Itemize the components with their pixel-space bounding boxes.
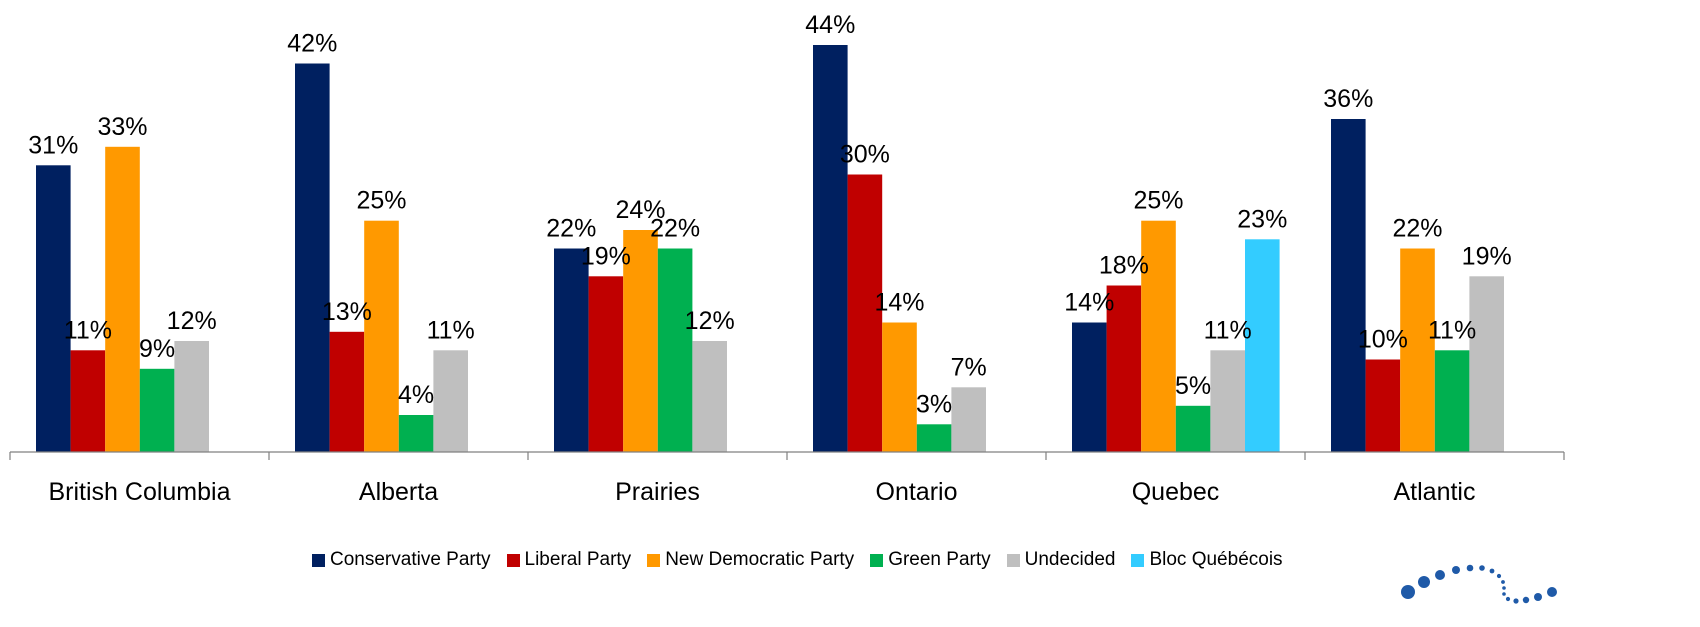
- bar-conservative-party-alberta: [295, 63, 330, 452]
- data-label: 11%: [1428, 316, 1476, 344]
- bar-new-democratic-party-atlantic: [1400, 248, 1435, 452]
- bar-liberal-party-british-columbia: [70, 350, 106, 453]
- data-label: 22%: [546, 215, 596, 243]
- bar-conservative-party-ontario: [813, 45, 848, 452]
- legend-item: Liberal Party: [506, 549, 632, 571]
- data-label: 18%: [1099, 252, 1149, 280]
- data-label: 11%: [1204, 316, 1252, 344]
- dotted-swoosh-logo-icon: [1401, 564, 1557, 604]
- legend-label: New Democratic Party: [665, 549, 855, 570]
- bar-liberal-party-alberta: [329, 331, 365, 452]
- bar-new-democratic-party-quebec: [1141, 220, 1176, 452]
- legend-item: Conservative Party: [312, 549, 491, 571]
- bar-liberal-party-atlantic: [1365, 359, 1401, 452]
- data-label: 4%: [398, 381, 434, 409]
- data-label: 14%: [1064, 289, 1114, 317]
- category-label: Quebec: [1132, 478, 1220, 506]
- data-label: 3%: [916, 390, 952, 418]
- data-label: 9%: [139, 335, 175, 363]
- data-label: 19%: [581, 242, 631, 270]
- data-label: 33%: [97, 113, 147, 141]
- bar-chart: 31%11%33%9%12%42%13%25%4%11%22%19%24%22%…: [9, 11, 1565, 506]
- data-label: 22%: [1392, 215, 1442, 243]
- bar-conservative-party-british-columbia: [36, 165, 71, 453]
- bar-new-democratic-party-ontario: [882, 322, 917, 452]
- data-label: 24%: [615, 196, 665, 224]
- legend-label: Undecided: [1024, 549, 1116, 570]
- legend-item: Undecided: [1006, 549, 1116, 571]
- bar-conservative-party-prairies: [554, 248, 589, 452]
- bar-undecided-ontario: [951, 387, 986, 453]
- legend-swatch: [506, 553, 520, 567]
- legend-label: Green Party: [888, 549, 991, 570]
- data-label: 36%: [1323, 85, 1373, 113]
- bar-undecided-british-columbia: [174, 341, 209, 452]
- bar-liberal-party-quebec: [1106, 285, 1142, 452]
- data-label: 31%: [28, 131, 78, 159]
- bar-green-party-atlantic: [1434, 350, 1470, 453]
- data-label: 25%: [356, 187, 406, 215]
- bar-green-party-ontario: [916, 424, 952, 453]
- data-label: 7%: [951, 353, 987, 381]
- data-label: 12%: [167, 307, 217, 335]
- data-label: 13%: [322, 298, 372, 326]
- data-label: 19%: [1462, 242, 1512, 270]
- bar-green-party-alberta: [398, 415, 434, 452]
- legend-label: Liberal Party: [524, 549, 632, 570]
- legend-swatch: [870, 553, 884, 567]
- bar-green-party-british-columbia: [139, 368, 175, 453]
- legend-item: Bloc Québécois: [1131, 549, 1283, 571]
- category-label: Atlantic: [1394, 478, 1476, 506]
- bar-undecided-quebec: [1210, 350, 1245, 453]
- bar-undecided-atlantic: [1469, 276, 1504, 453]
- data-label: 11%: [64, 316, 112, 344]
- bar-green-party-quebec: [1175, 405, 1211, 453]
- data-label: 11%: [427, 316, 475, 344]
- legend-swatch: [312, 553, 325, 567]
- bar-bloc-qu-b-cois-quebec: [1245, 239, 1280, 453]
- bar-undecided-alberta: [433, 350, 468, 453]
- category-labels-layer: British Columbia Alberta Prairies Ontario Qu…: [48, 478, 1475, 506]
- data-label: 5%: [1175, 372, 1211, 400]
- value-labels-layer: 31%11%33%9%12%42%13%25%4%11%22%19%24%22%…: [28, 11, 1511, 418]
- data-label: 25%: [1133, 187, 1183, 215]
- data-label: 44%: [805, 11, 855, 39]
- category-label: British Columbia: [48, 478, 230, 506]
- x-axis: [9, 451, 1565, 460]
- legend-item: New Democratic Party: [647, 549, 854, 571]
- data-label: 10%: [1358, 326, 1408, 354]
- bar-liberal-party-prairies: [588, 276, 624, 453]
- legend: Conservative Party Liberal Party New Democ…: [312, 549, 1283, 571]
- category-label: Ontario: [876, 478, 958, 506]
- bar-conservative-party-atlantic: [1331, 119, 1366, 452]
- legend-swatch: [647, 553, 661, 567]
- legend-item: Green Party: [870, 549, 991, 571]
- bar-undecided-prairies: [692, 341, 727, 452]
- bar-new-democratic-party-british-columbia: [105, 146, 140, 453]
- bar-liberal-party-ontario: [847, 174, 883, 452]
- bar-green-party-prairies: [657, 248, 693, 452]
- legend-swatch: [1131, 553, 1145, 567]
- data-label: 23%: [1237, 205, 1287, 233]
- legend-label: Conservative Party: [330, 549, 491, 570]
- category-label: Prairies: [615, 478, 700, 506]
- bar-new-democratic-party-alberta: [364, 220, 399, 452]
- data-label: 30%: [840, 141, 890, 169]
- data-label: 42%: [287, 30, 337, 58]
- legend-label: Bloc Québécois: [1149, 549, 1283, 570]
- data-label: 12%: [685, 307, 735, 335]
- data-label: 14%: [874, 289, 924, 317]
- data-label: 22%: [650, 215, 700, 243]
- bar-new-democratic-party-prairies: [623, 230, 658, 452]
- bars-layer: [36, 45, 1504, 453]
- bar-conservative-party-quebec: [1072, 322, 1107, 452]
- legend-swatch: [1006, 553, 1020, 567]
- category-label: Alberta: [359, 478, 438, 506]
